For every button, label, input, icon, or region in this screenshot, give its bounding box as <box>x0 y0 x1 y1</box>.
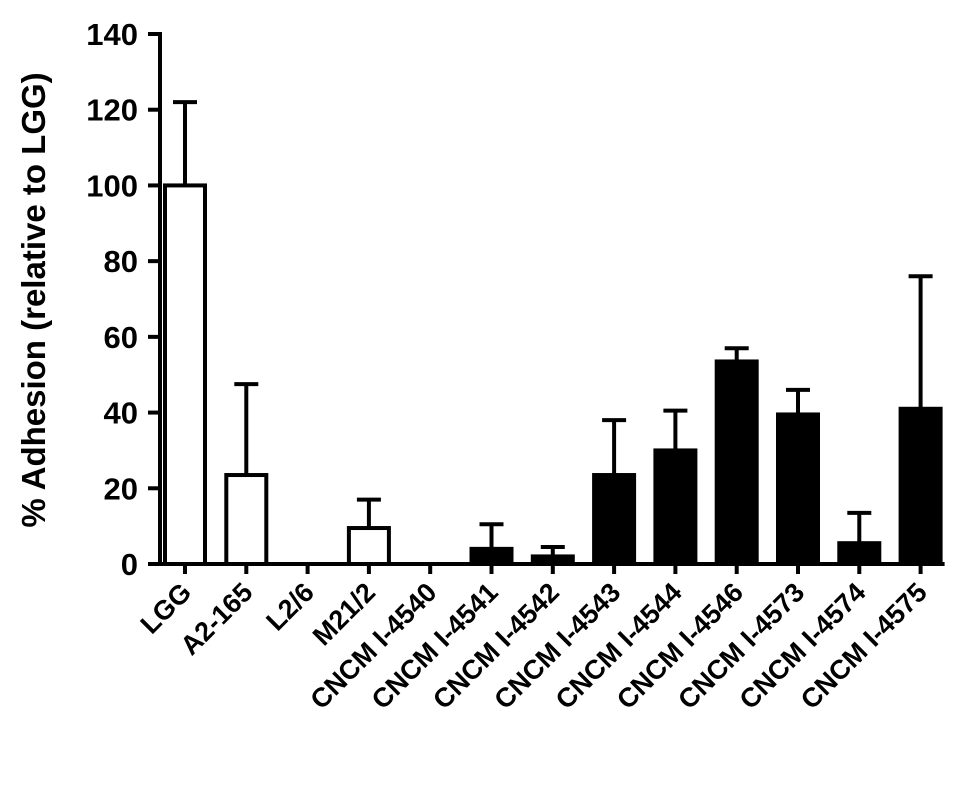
bar-9 <box>714 359 759 567</box>
bar-11 <box>837 541 882 567</box>
bar-10 <box>776 412 820 567</box>
y-tick-label-6: 120 <box>86 93 138 128</box>
y-tick-label-7: 140 <box>86 17 138 52</box>
y-tick-label-4: 80 <box>104 244 138 279</box>
bar-8 <box>653 448 698 566</box>
bar-5 <box>469 546 514 566</box>
y-tick-label-1: 20 <box>104 471 138 506</box>
y-axis-label: % Adhesion (relative to LGG) <box>15 72 52 527</box>
bar-7 <box>592 473 637 566</box>
y-tick-label-0: 0 <box>121 547 138 582</box>
y-tick-label-5: 100 <box>86 168 138 203</box>
bar-1 <box>224 473 269 566</box>
y-tick-label-3: 60 <box>104 320 138 355</box>
bar-12 <box>898 406 943 566</box>
y-tick-label-2: 40 <box>104 396 138 431</box>
bars-layer <box>163 183 943 567</box>
bar-3 <box>346 526 391 566</box>
bar-0 <box>163 183 207 567</box>
